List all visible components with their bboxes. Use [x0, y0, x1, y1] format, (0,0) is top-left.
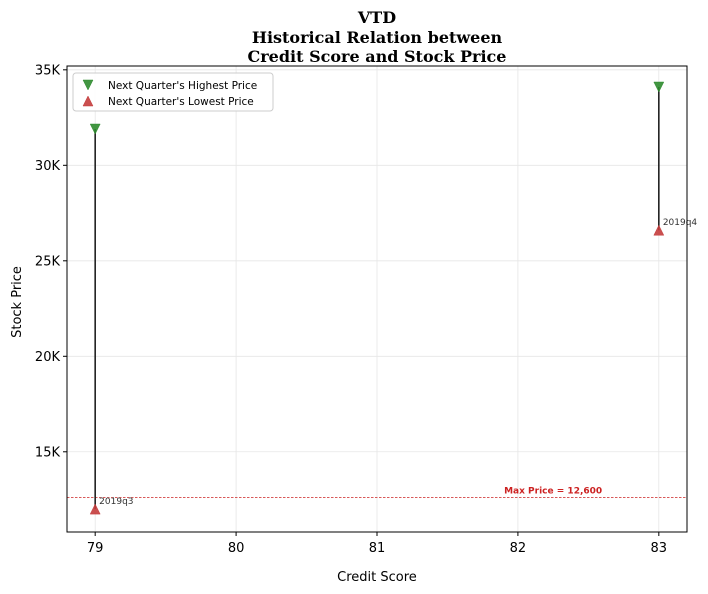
range-stems	[94, 87, 660, 510]
chart-title-line-3: Credit Score and Stock Price	[248, 47, 507, 66]
x-tick-label: 79	[87, 541, 104, 556]
chart-title: VTD Historical Relation between Credit S…	[248, 8, 507, 66]
x-axis-ticks: 79 80 81 82 83	[87, 532, 667, 556]
reference-line-label: Max Price = 12,600	[504, 487, 602, 497]
x-tick-label: 83	[651, 541, 668, 556]
data-markers	[89, 81, 665, 515]
low-price-marker	[653, 224, 665, 236]
y-axis-ticks: 15K 20K 25K 30K 35K	[35, 63, 67, 460]
y-tick-label: 30K	[35, 159, 61, 174]
reference-line-group: Max Price = 12,600	[67, 487, 687, 499]
grid	[67, 66, 687, 532]
point-label: 2019q4	[663, 218, 698, 228]
point-labels: 2019q3 2019q4	[99, 218, 697, 507]
legend-entry-label: Next Quarter's Lowest Price	[108, 96, 254, 108]
y-tick-label: 20K	[35, 350, 61, 365]
legend-entry-label: Next Quarter's Highest Price	[108, 80, 257, 92]
y-tick-label: 15K	[35, 445, 61, 460]
x-tick-label: 80	[228, 541, 245, 556]
chart-title-line-2: Historical Relation between	[252, 28, 503, 47]
high-price-marker	[89, 123, 101, 135]
y-axis-label: Stock Price	[10, 266, 25, 338]
x-tick-label: 82	[510, 541, 527, 556]
point-label: 2019q3	[99, 497, 133, 507]
x-tick-label: 81	[369, 541, 386, 556]
legend-marker	[82, 79, 94, 91]
legend: Next Quarter's Highest Price Next Quarter…	[72, 72, 274, 112]
high-price-marker	[653, 81, 665, 93]
legend-marker	[82, 95, 94, 107]
y-tick-label: 35K	[35, 63, 61, 78]
low-price-marker	[89, 503, 101, 515]
y-tick-label: 25K	[35, 254, 61, 269]
legend-box	[72, 72, 274, 112]
chart-title-line-1: VTD	[357, 8, 396, 27]
x-axis-label: Credit Score	[337, 570, 417, 585]
